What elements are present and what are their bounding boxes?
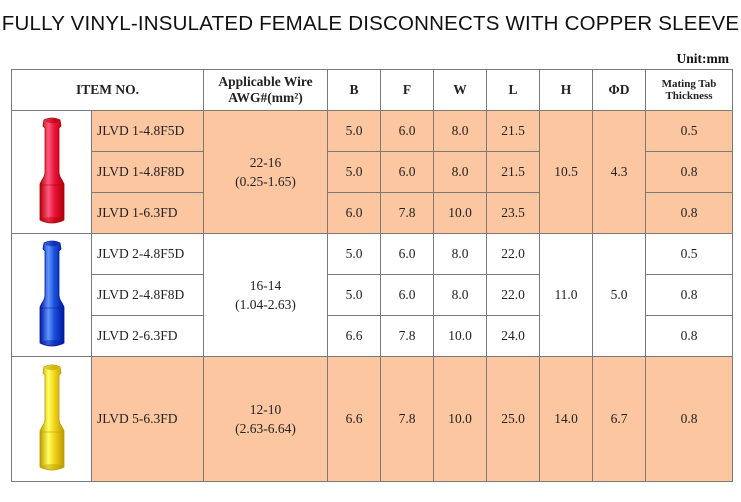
cell-l: 22.0: [486, 233, 540, 275]
wire-awg: 12-10: [249, 402, 282, 417]
cell-f: 6.0: [380, 274, 434, 316]
terminal-image-red: [11, 110, 92, 234]
cell-f: 7.8: [380, 315, 434, 357]
wire-awg: 16-14: [249, 278, 282, 293]
cell-f: 7.8: [380, 192, 434, 234]
cell-h: 14.0: [539, 356, 593, 482]
header-b: B: [327, 69, 381, 111]
cell-f: 6.0: [380, 233, 434, 275]
item-number: JLVD 2-4.8F5D: [91, 233, 204, 275]
cell-f: 6.0: [380, 110, 434, 152]
wire-mm2: (2.63-6.64): [235, 421, 296, 436]
cell-w: 8.0: [433, 151, 487, 193]
cell-w: 8.0: [433, 233, 487, 275]
cell-d: 6.7: [592, 356, 646, 482]
unit-label: Unit:mm: [676, 51, 730, 66]
cell-l: 22.0: [486, 274, 540, 316]
header-f: F: [380, 69, 434, 111]
header-tab-thickness: Mating Tab Thickness: [645, 69, 733, 111]
cell-w: 8.0: [433, 110, 487, 152]
wire-mm2: (1.04-2.63): [235, 297, 296, 312]
cell-b: 5.0: [327, 110, 381, 152]
cell-b: 5.0: [327, 151, 381, 193]
wire-range: 16-14 (1.04-2.63): [203, 233, 328, 357]
cell-l: 25.0: [486, 356, 540, 482]
cell-tab: 0.8: [645, 151, 733, 193]
item-number: JLVD 2-6.3FD: [91, 315, 204, 357]
cell-w: 10.0: [433, 315, 487, 357]
cell-b: 6.0: [327, 192, 381, 234]
cell-h: 11.0: [539, 233, 593, 357]
header-h: H: [539, 69, 593, 111]
cell-tab: 0.8: [645, 274, 733, 316]
cell-l: 21.5: [486, 110, 540, 152]
cell-f: 6.0: [380, 151, 434, 193]
terminal-image-blue: [11, 233, 92, 357]
item-number: JLVD 1-6.3FD: [91, 192, 204, 234]
cell-l: 21.5: [486, 151, 540, 193]
cell-w: 10.0: [433, 192, 487, 234]
table-row: JLVD 1-4.8F5D 22-16 (0.25-1.65) 5.0 6.0 …: [11, 110, 733, 234]
cell-b: 5.0: [327, 274, 381, 316]
header-wire: Applicable Wire AWG#(mm²): [203, 69, 328, 111]
table-row: JLVD 2-6.3FD 6.6 7.8 10.0 24.0 0.8: [12, 315, 733, 357]
wire-range: 12-10 (2.63-6.64): [203, 356, 328, 482]
cell-f: 7.8: [380, 356, 434, 482]
header-l: L: [486, 69, 540, 111]
cell-h: 10.5: [539, 110, 593, 234]
header-tab-line2: Thickness: [665, 90, 713, 102]
cell-tab: 0.5: [645, 110, 733, 152]
item-number: JLVD 1-4.8F5D: [91, 110, 204, 152]
cell-tab: 0.5: [645, 233, 733, 275]
cell-d: 5.0: [592, 233, 646, 357]
spec-table: ITEM NO. Applicable Wire AWG#(mm²) B F W…: [11, 69, 733, 482]
wire-awg: 22-16: [249, 155, 282, 170]
header-item: ITEM NO.: [11, 69, 204, 111]
cell-b: 5.0: [327, 233, 381, 275]
cell-b: 6.6: [327, 315, 381, 357]
cell-w: 8.0: [433, 274, 487, 316]
header-w: W: [433, 69, 487, 111]
cell-tab: 0.8: [645, 356, 733, 482]
table-row: JLVD 2-4.8F8D 5.0 6.0 8.0 22.0 0.8: [12, 274, 733, 316]
item-number: JLVD 5-6.3FD: [91, 356, 204, 482]
cell-d: 4.3: [592, 110, 646, 234]
table-row: JLVD 1-6.3FD 6.0 7.8 10.0 23.5 0.8: [12, 192, 733, 234]
yellow-terminal-icon: [39, 364, 64, 471]
terminal-image-yellow: [11, 356, 92, 482]
cell-w: 10.0: [433, 356, 487, 482]
cell-tab: 0.8: [645, 192, 733, 234]
header-wire-line2: AWG#(mm²): [228, 90, 303, 105]
wire-range: 22-16 (0.25-1.65): [203, 110, 328, 234]
cell-l: 23.5: [486, 192, 540, 234]
table-row: JLVD 5-6.3FD 12-10 (2.63-6.64) 6.6 7.8 1…: [11, 356, 733, 482]
page-title: FULLY VINYL-INSULATED FEMALE DISCONNECTS…: [1, 12, 740, 35]
wire-mm2: (0.25-1.65): [235, 174, 296, 189]
item-number: JLVD 1-4.8F8D: [91, 151, 204, 193]
header-row: ITEM NO. Applicable Wire AWG#(mm²) B F W…: [11, 69, 733, 111]
cell-tab: 0.8: [645, 315, 733, 357]
cell-b: 6.6: [327, 356, 381, 482]
header-d: ΦD: [592, 69, 646, 111]
item-number: JLVD 2-4.8F8D: [91, 274, 204, 316]
header-tab-line1: Mating Tab: [661, 78, 717, 90]
table-row: JLVD 2-4.8F5D 16-14 (1.04-2.63) 5.0 6.0 …: [11, 233, 733, 357]
cell-l: 24.0: [486, 315, 540, 357]
blue-terminal-icon: [39, 240, 64, 347]
red-terminal-icon: [39, 117, 64, 224]
header-wire-line1: Applicable Wire: [218, 74, 313, 89]
